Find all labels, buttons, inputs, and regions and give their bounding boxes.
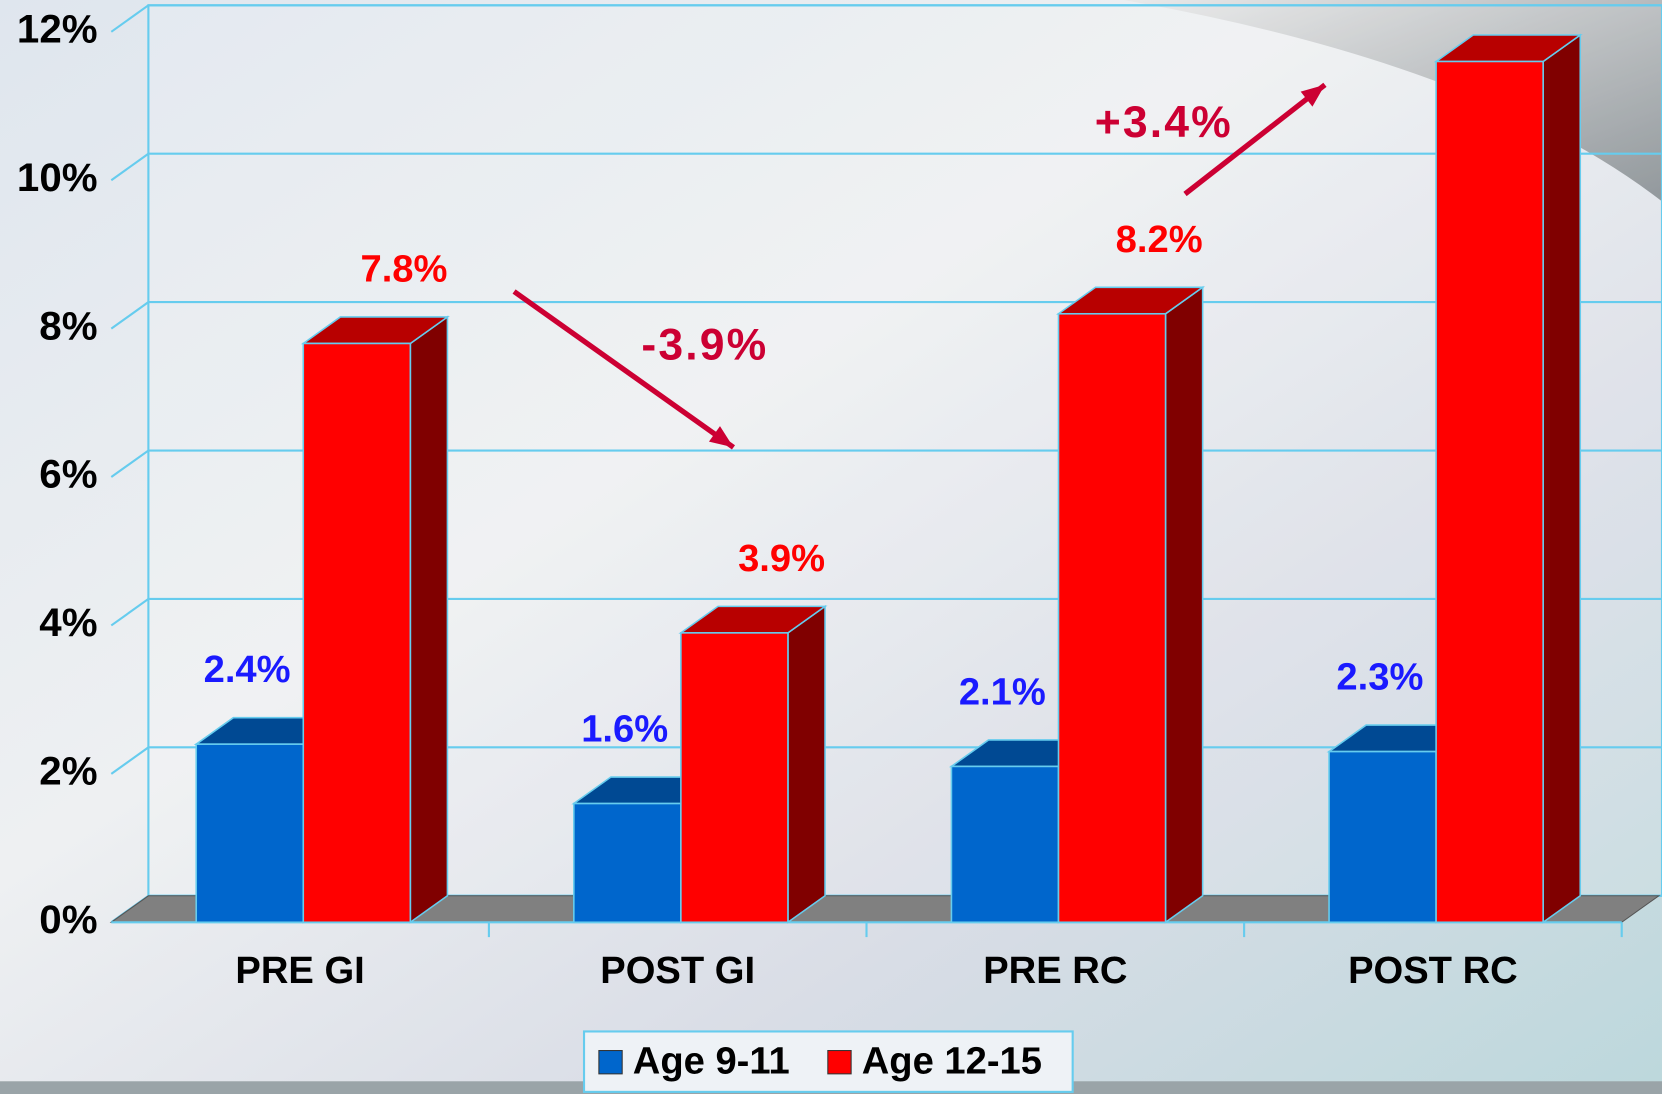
value-label: 3.9% (738, 537, 825, 580)
bar (950, 765, 1060, 924)
y-tick-label: 8% (39, 303, 97, 348)
bar-side (787, 604, 826, 924)
bar (680, 632, 789, 924)
legend-swatch (598, 1050, 623, 1075)
x-tick-label: POST GI (600, 949, 755, 992)
legend: Age 9-11 Age 12-15 (582, 1030, 1074, 1093)
arrow (1183, 82, 1327, 197)
value-label: 8.2% (1116, 218, 1203, 261)
x-tick-label: PRE RC (983, 949, 1127, 992)
plot: 0% 2% 4% 6% 8% 10% 12% PRE GI POST GI PRE RC POST … (17, 0, 1662, 1093)
bar (1328, 750, 1437, 924)
x-tick-label: POST RC (1348, 949, 1518, 992)
y-tick-label: 10% (17, 155, 98, 200)
y-tick-label: 6% (39, 452, 97, 497)
value-label: 11.6% (1484, 0, 1590, 8)
arrow (512, 289, 736, 450)
legend-swatch (827, 1050, 852, 1075)
grid-line (110, 152, 1662, 182)
bar-side (1542, 33, 1582, 924)
value-label: 2.4% (204, 648, 291, 691)
legend-label: Age 12-15 (862, 1039, 1042, 1082)
bar (1435, 60, 1544, 924)
bar-side (409, 315, 449, 924)
y-tick-label: 0% (39, 897, 97, 942)
value-label: 2.1% (959, 670, 1046, 713)
annotation: -3.9% (641, 320, 768, 369)
annotation: +3.4% (1095, 98, 1233, 147)
x-tick-label: PRE GI (235, 949, 364, 992)
bar-side (1164, 285, 1204, 924)
bar (195, 743, 305, 924)
y-tick-label: 12% (17, 6, 98, 51)
arrow-head (708, 426, 734, 448)
bar (302, 342, 412, 924)
y-tick-label: 4% (39, 600, 97, 645)
grid-line (110, 4, 1662, 33)
arrow-head (1300, 84, 1325, 107)
value-label: 7.8% (360, 247, 447, 290)
value-label: 2.3% (1336, 656, 1423, 699)
y-tick-label: 2% (39, 748, 97, 793)
value-label: 1.6% (581, 708, 668, 751)
bar (573, 802, 682, 924)
legend-label: Age 9-11 (633, 1039, 790, 1082)
bar (1057, 312, 1167, 924)
